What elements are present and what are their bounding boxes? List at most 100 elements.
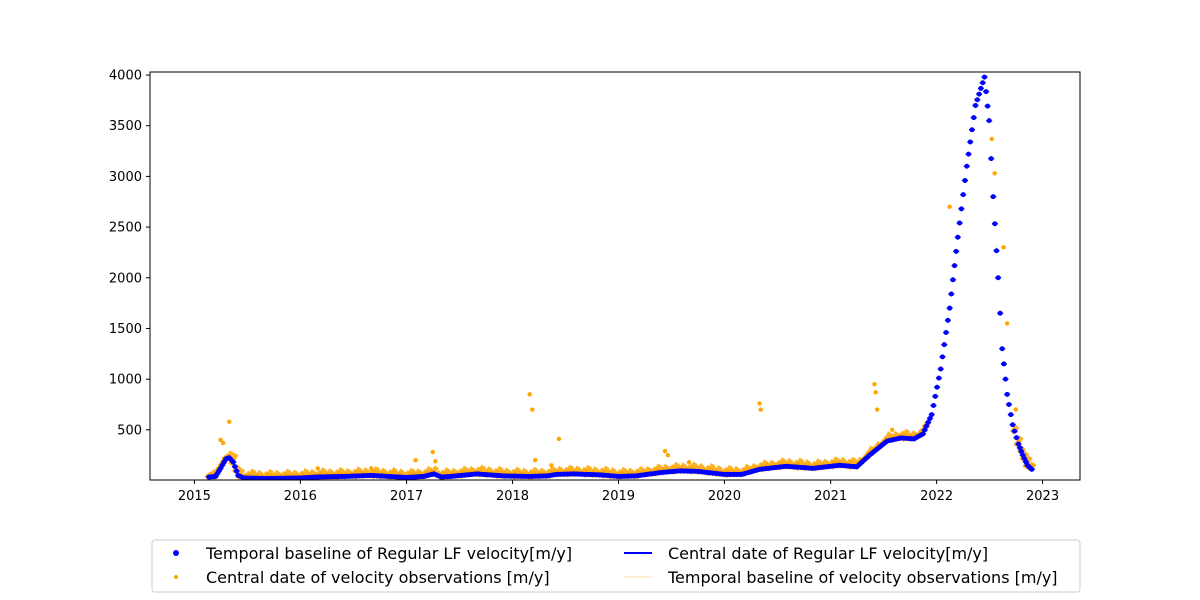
observation-point [1004, 321, 1010, 326]
observation-point [430, 449, 435, 455]
regular-lf-point [1006, 401, 1012, 407]
legend-box [151, 539, 1081, 593]
regular-lf-point [957, 220, 963, 226]
regular-lf-point [960, 192, 966, 198]
regular-lf-point [234, 468, 240, 474]
observation-point [433, 459, 438, 464]
regular-lf-point [927, 415, 933, 421]
observation-point [1001, 245, 1006, 250]
x-tick-label: 2017 [390, 489, 423, 504]
regular-lf-point [958, 206, 964, 212]
y-tick-label: 2500 [109, 221, 142, 236]
x-tick-label: 2018 [496, 489, 529, 504]
y-tick-label: 2000 [109, 271, 142, 286]
regular-lf-point [964, 163, 970, 169]
regular-lf-point [973, 102, 979, 108]
observation-point [218, 437, 223, 443]
legend-marker [174, 575, 178, 579]
observation-point [530, 407, 535, 412]
observation-point [758, 407, 763, 412]
y-tick-label: 4000 [109, 69, 142, 84]
observation-point [227, 419, 232, 424]
regular-lf-point [939, 354, 945, 360]
observation-point [665, 452, 671, 458]
observation-point [1013, 407, 1019, 412]
regular-lf-point [953, 248, 959, 254]
legend-marker [173, 550, 179, 556]
observation-point [527, 392, 532, 397]
legend-label: Central date of velocity observations [m… [206, 568, 550, 587]
regular-lf-point [986, 118, 992, 124]
regular-lf-point [976, 91, 982, 97]
regular-lf-point [947, 305, 953, 311]
regular-lf-point [1010, 422, 1016, 428]
regular-lf-point [925, 419, 931, 425]
regular-lf-point [932, 393, 938, 399]
observation-point [662, 448, 668, 454]
data-layer [204, 74, 1036, 480]
regular-lf-point [982, 74, 988, 80]
y-tick-label: 1000 [109, 373, 142, 388]
regular-lf-point [941, 342, 947, 348]
y-tick-label: 500 [117, 423, 142, 438]
regular-lf-point [978, 85, 984, 91]
plot-frame [149, 71, 1081, 481]
x-tick-label: 2015 [178, 489, 211, 504]
regular-lf-point [1014, 435, 1020, 441]
observation-point [874, 407, 880, 412]
x-tick-label: 2020 [708, 489, 741, 504]
regular-lf-point [950, 277, 956, 283]
legend: Temporal baseline of Regular LF velocity… [151, 539, 1081, 593]
regular-lf-point [943, 330, 949, 336]
observation-point [220, 440, 226, 446]
x-tick-label: 2023 [1026, 489, 1059, 504]
regular-lf-point [980, 80, 986, 86]
regular-lf-point [1029, 466, 1035, 472]
regular-lf-point [994, 248, 1000, 254]
regular-lf-point [936, 375, 942, 381]
legend-items: Temporal baseline of Regular LF velocity… [173, 544, 1058, 587]
observation-point [947, 204, 952, 210]
regular-lf-point [971, 115, 977, 121]
series-group [204, 74, 1036, 480]
regular-lf-point [230, 459, 236, 465]
regular-lf-point [966, 151, 972, 157]
y-tick-label: 3500 [109, 119, 142, 134]
regular-lf-point [962, 177, 968, 183]
regular-lf-point [1012, 428, 1018, 434]
regular-lf-point [1002, 376, 1008, 382]
x-tick-label: 2021 [814, 489, 847, 504]
observation-point [757, 401, 762, 406]
regular-lf-point [999, 346, 1005, 352]
observation-point [989, 136, 994, 142]
regular-lf-point [983, 89, 989, 95]
regular-lf-point [1008, 412, 1014, 418]
regular-lf-point [938, 366, 944, 372]
regular-lf-point [974, 97, 980, 103]
legend-label: Central date of Regular LF velocity[m/y] [668, 544, 988, 563]
regular-lf-point [232, 464, 238, 470]
x-tick-label: 2016 [284, 489, 317, 504]
y-tick-label: 1500 [109, 322, 142, 337]
regular-lf-point [992, 221, 998, 227]
regular-lf-point [995, 275, 1001, 281]
regular-lf-point [990, 194, 996, 200]
regular-lf-point [997, 310, 1003, 316]
regular-lf-point [967, 139, 973, 145]
y-tick-label: 3000 [109, 170, 142, 185]
regular-lf-point [923, 423, 929, 429]
legend-label: Temporal baseline of Regular LF velocity… [205, 544, 572, 563]
regular-lf-point [948, 291, 954, 297]
regular-lf-point [929, 412, 935, 418]
x-tick-label: 2019 [602, 489, 635, 504]
regular-lf-point [985, 103, 991, 109]
observation-point [890, 427, 895, 433]
observation-point [549, 463, 554, 468]
regular-lf-point [969, 127, 975, 133]
regular-lf-point [930, 402, 936, 408]
observation-point [532, 458, 538, 463]
regular-lf-point [945, 317, 951, 323]
observation-point [873, 390, 878, 395]
regular-lf-point [922, 427, 928, 433]
